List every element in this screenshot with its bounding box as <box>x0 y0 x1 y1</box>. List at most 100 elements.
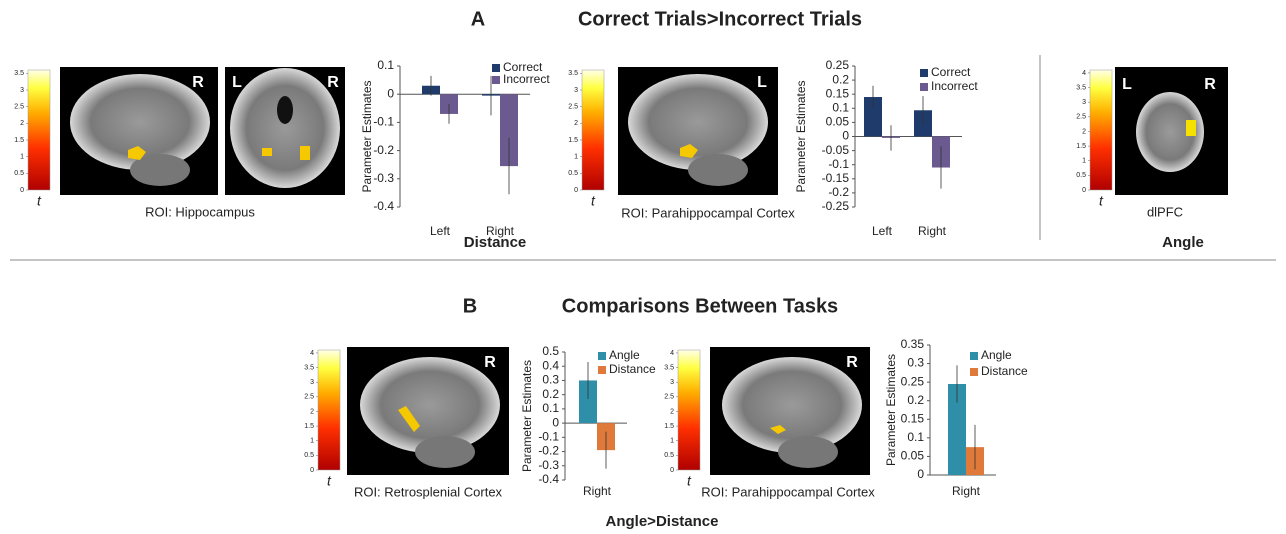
colorbar-tick-label: 0.5 <box>304 452 314 459</box>
colorbar <box>28 70 50 190</box>
colorbar-tick-label: 1 <box>574 154 578 161</box>
y-tick-label: 0.3 <box>907 356 924 370</box>
y-tick-label: -0.2 <box>538 444 559 458</box>
colorbar-tick-label: 1.5 <box>664 423 674 430</box>
y-tick-label: -0.15 <box>822 171 850 185</box>
brain-image: R <box>60 67 218 195</box>
panel-letter: A <box>471 8 485 30</box>
x-tick-label: Right <box>918 224 947 238</box>
colorbar-tick-label: 1.5 <box>304 423 314 430</box>
caption: ROI: Parahippocampal Cortex <box>621 205 795 220</box>
y-axis-label: Parameter Estimates <box>520 360 534 472</box>
legend-label: Correct <box>931 65 971 79</box>
colorbar-tick-label: 1 <box>20 154 24 161</box>
colorbar <box>678 350 700 470</box>
y-axis-label: Parameter Estimates <box>794 80 808 192</box>
y-tick-label: 0.05 <box>901 449 925 463</box>
y-tick-label: -0.1 <box>373 115 394 129</box>
y-tick-label: -0.1 <box>828 157 849 171</box>
colorbar-tick-label: 1 <box>310 438 314 445</box>
panel-title: Comparisons Between Tasks <box>562 295 838 317</box>
colorbar-tick-label: 2.5 <box>568 104 578 111</box>
y-tick-label: 0 <box>552 415 559 429</box>
colorbar-tick-label: 0 <box>574 187 578 194</box>
x-tick-label: Right <box>486 224 515 238</box>
legend-swatch <box>492 76 500 84</box>
colorbar-tick-label: 1.5 <box>568 137 578 144</box>
colorbar-tick-label: 4 <box>310 350 314 357</box>
colorbar-tick-label: 2 <box>574 120 578 127</box>
x-tick-label: Left <box>430 224 451 238</box>
y-tick-label: -0.2 <box>373 143 394 157</box>
caption: ROI: Hippocampus <box>145 204 255 219</box>
orientation-label: L <box>1122 76 1132 93</box>
y-tick-label: -0.4 <box>373 199 394 213</box>
colorbar-tick-label: 2.5 <box>1076 114 1086 121</box>
y-tick-label: -0.3 <box>538 458 559 472</box>
y-tick-label: -0.3 <box>373 171 394 185</box>
orientation-label: R <box>1204 76 1216 93</box>
colorbar-tick-label: 3 <box>1082 99 1086 106</box>
orientation-label: R <box>327 74 339 91</box>
colorbar-tick-label: 3.5 <box>664 364 674 371</box>
colorbar-tick-label: 1.5 <box>1076 143 1086 150</box>
orientation-label: R <box>192 74 204 91</box>
colorbar-tick-label: 0 <box>310 467 314 474</box>
colorbar-tick-label: 1 <box>1082 158 1086 165</box>
colorbar-tick-label: 3 <box>20 87 24 94</box>
orientation-label: L <box>757 74 767 91</box>
colorbar-tick-label: 0 <box>670 467 674 474</box>
x-tick-label: Right <box>952 484 981 498</box>
colorbar-tick-label: 3 <box>310 379 314 386</box>
colorbar-tick-label: 3.5 <box>1076 84 1086 91</box>
colorbar-tick-label: 4 <box>670 350 674 357</box>
panel-letter: B <box>463 295 477 317</box>
colorbar-tick-label: 0 <box>1082 187 1086 194</box>
group-label: Angle <box>1162 234 1204 251</box>
y-tick-label: -0.05 <box>822 143 850 157</box>
colorbar-tick-label: 3 <box>670 379 674 386</box>
y-tick-label: 0.1 <box>542 401 559 415</box>
legend-swatch <box>598 366 606 374</box>
orientation-label: R <box>484 354 496 371</box>
colorbar-tick-label: 0.5 <box>664 452 674 459</box>
legend-label: Distance <box>609 362 656 376</box>
legend-swatch <box>492 64 500 72</box>
figure: A Correct Trials>Incorrect Trials B Comp… <box>0 0 1286 534</box>
legend-label: Incorrect <box>503 72 550 86</box>
y-tick-label: 0.25 <box>826 58 850 72</box>
orientation-label: R <box>846 354 858 371</box>
colorbar-label: t <box>327 473 332 489</box>
legend-label: Angle <box>609 348 640 362</box>
colorbar-tick-label: 2.5 <box>304 394 314 401</box>
y-tick-label: 0 <box>842 129 849 143</box>
y-axis-label: Parameter Estimates <box>884 354 898 466</box>
colorbar-label: t <box>1099 193 1104 209</box>
brain-image: L R <box>1115 67 1228 195</box>
colorbar-tick-label: 1 <box>670 438 674 445</box>
legend-swatch <box>920 83 928 91</box>
colorbar-tick-label: 2.5 <box>14 104 24 111</box>
y-tick-label: -0.25 <box>822 199 850 213</box>
legend-swatch <box>970 368 978 376</box>
colorbar-tick-label: 1.5 <box>14 137 24 144</box>
colorbar <box>1090 70 1112 190</box>
y-tick-label: 0.25 <box>901 374 925 388</box>
y-tick-label: 0.4 <box>542 358 559 372</box>
y-tick-label: 0.1 <box>377 58 394 72</box>
y-tick-label: 0.15 <box>901 411 925 425</box>
colorbar-tick-label: 3 <box>574 87 578 94</box>
y-axis-label: Parameter Estimates <box>360 80 374 192</box>
colorbar-tick-label: 2 <box>310 408 314 415</box>
caption: dlPFC <box>1147 204 1183 219</box>
y-tick-label: 0 <box>917 467 924 481</box>
colorbar-tick-label: 2 <box>20 120 24 127</box>
colorbar-tick-label: 3.5 <box>304 364 314 371</box>
y-tick-label: 0.15 <box>826 86 850 100</box>
legend-swatch <box>970 352 978 360</box>
y-tick-label: 0.35 <box>901 337 925 351</box>
y-tick-label: 0.1 <box>907 430 924 444</box>
panel-title: Correct Trials>Incorrect Trials <box>578 8 862 30</box>
brain-image: L R <box>225 67 345 195</box>
legend-swatch <box>920 69 928 77</box>
